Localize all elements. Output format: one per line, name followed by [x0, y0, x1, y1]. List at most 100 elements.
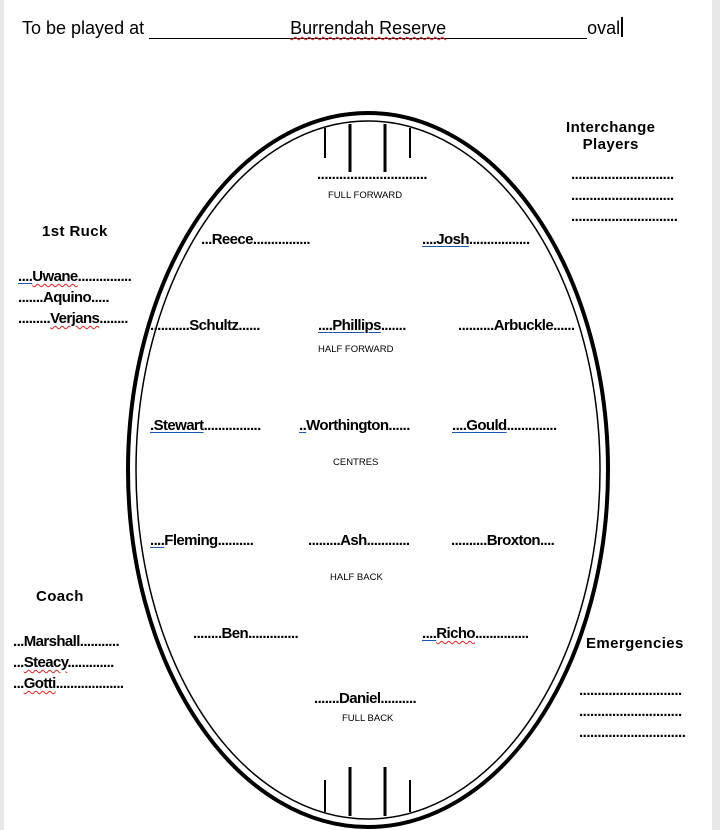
dots: ...............	[474, 625, 529, 642]
dots: ..........	[217, 532, 254, 549]
player-name: Uwane	[32, 268, 78, 285]
interchange-title-line1: Interchange	[566, 119, 656, 136]
coach-player-1[interactable]: ...Marshall...........	[13, 633, 120, 650]
dots: .........	[308, 532, 341, 549]
dots: ...............	[77, 268, 132, 285]
centre[interactable]: ..Worthington......	[299, 417, 410, 434]
player-name: Steacy	[23, 654, 68, 671]
text-cursor	[621, 17, 624, 37]
full-forward-field[interactable]: ..............................	[317, 166, 428, 183]
emergencies-line-3[interactable]: .............................	[579, 724, 686, 741]
dots-and-name: ....Josh	[422, 231, 469, 248]
player-name: Fleming	[164, 532, 218, 549]
forward-pocket-left[interactable]: ...Reece................	[201, 231, 311, 248]
coach-player-3[interactable]: ...Gotti...................	[13, 675, 124, 692]
venue-prefix: To be played at	[22, 18, 145, 38]
centre-half-back[interactable]: .........Ash............	[308, 532, 410, 549]
venue-field[interactable]: Burrendah Reserve	[149, 18, 588, 39]
interchange-line-2[interactable]: ............................	[571, 187, 674, 204]
dots: ..........	[451, 532, 487, 549]
player-name: Reece	[211, 231, 254, 248]
field-oval-diagram	[126, 111, 610, 829]
half-back-right[interactable]: ..........Broxton....	[451, 532, 555, 549]
player-name: Worthington	[306, 417, 389, 434]
dots: ....	[539, 532, 555, 549]
full-forward-label: FULL FORWARD	[328, 190, 403, 201]
dots: .......	[18, 289, 44, 306]
venue-suffix: oval	[587, 18, 621, 38]
dots: .....	[91, 289, 109, 306]
dots: ..........	[458, 317, 494, 334]
field-boundary-inner	[135, 120, 601, 820]
dots: ........	[99, 310, 128, 327]
dots: ............	[366, 532, 410, 549]
ruck-player-1[interactable]: ....Uwane...............	[18, 268, 132, 285]
back-pocket-left[interactable]: ........Ben..............	[193, 625, 299, 642]
venue-name: Burrendah Reserve	[290, 18, 447, 38]
dots: ...........	[150, 317, 190, 334]
interchange-line-3[interactable]: .............................	[571, 208, 678, 225]
dots: ...	[13, 633, 24, 650]
half-back-left[interactable]: ....Fleming..........	[150, 532, 254, 549]
player-name: Gould	[466, 417, 507, 434]
dots-and-name: ....Gould	[452, 417, 507, 434]
centres-label: CENTRES	[333, 457, 379, 468]
player-name: Gotti	[23, 675, 57, 692]
dots: .............	[67, 654, 114, 671]
full-back-field[interactable]: .......Daniel..........	[314, 690, 417, 707]
dots: ....	[18, 268, 33, 285]
dots: ....	[318, 317, 333, 334]
player-name: Schultz	[189, 317, 239, 334]
ruck-player-2[interactable]: .......Aquino.....	[18, 289, 109, 306]
half-forward-label: HALF FORWARD	[318, 344, 394, 355]
coach-player-2[interactable]: ...Steacy.............	[13, 654, 114, 671]
half-forward-right[interactable]: ..........Arbuckle......	[458, 317, 575, 334]
ruck-heading: 1st Ruck	[42, 223, 108, 240]
dots: .........	[18, 310, 51, 327]
venue-line[interactable]: To be played at Burrendah Reserve oval	[22, 17, 624, 39]
dots: .......	[380, 317, 407, 334]
player-name: Ash	[340, 532, 367, 549]
player-name: Aquino	[42, 289, 92, 306]
emergencies-heading: Emergencies	[586, 635, 684, 652]
player-name: Richo	[436, 625, 475, 642]
dots: ..............	[248, 625, 299, 642]
half-forward-left[interactable]: ...........Schultz......	[150, 317, 260, 334]
interchange-heading: Interchange Players	[566, 119, 655, 153]
dots: ...	[13, 654, 24, 671]
wing-left[interactable]: .Stewart................	[150, 417, 261, 434]
forward-pocket-right[interactable]: ....Josh.................	[422, 231, 530, 248]
dots: ...........	[79, 633, 120, 650]
dots: ................	[203, 417, 262, 434]
emergencies-line-1[interactable]: ............................	[579, 682, 682, 699]
interchange-line-1[interactable]: ............................	[571, 166, 674, 183]
full-back-label: FULL BACK	[342, 713, 394, 724]
dots: .................	[468, 231, 530, 248]
player-name: Daniel	[338, 690, 381, 707]
dots: ....	[422, 625, 437, 642]
back-pocket-right[interactable]: ....Richo...............	[422, 625, 529, 642]
dots: ..	[299, 417, 307, 434]
dots: ..............	[506, 417, 558, 434]
dots: ......	[238, 317, 260, 334]
dots: .	[150, 417, 154, 434]
player-name: Verjans	[50, 310, 100, 327]
goalposts-top	[324, 124, 411, 172]
dots: ......	[388, 417, 410, 434]
document-page: To be played at Burrendah Reserve oval ..…	[4, 0, 712, 830]
emergencies-line-2[interactable]: ............................	[579, 703, 682, 720]
wing-right[interactable]: ....Gould..............	[452, 417, 557, 434]
centre-half-forward[interactable]: ....Phillips.......	[318, 317, 406, 334]
half-back-label: HALF BACK	[330, 572, 383, 583]
dots: ..........	[380, 690, 417, 707]
dots: ....	[422, 231, 437, 248]
dots: ...................	[55, 675, 124, 692]
ruck-player-3[interactable]: .........Verjans........	[18, 310, 128, 327]
player-name: Broxton	[486, 532, 541, 549]
dots: ...	[13, 675, 24, 692]
player-name: Josh	[436, 231, 469, 248]
player-name: Arbuckle	[493, 317, 554, 334]
player-name: Ben	[221, 625, 249, 642]
player-name: Phillips	[332, 317, 381, 334]
dots: ....	[150, 532, 165, 549]
